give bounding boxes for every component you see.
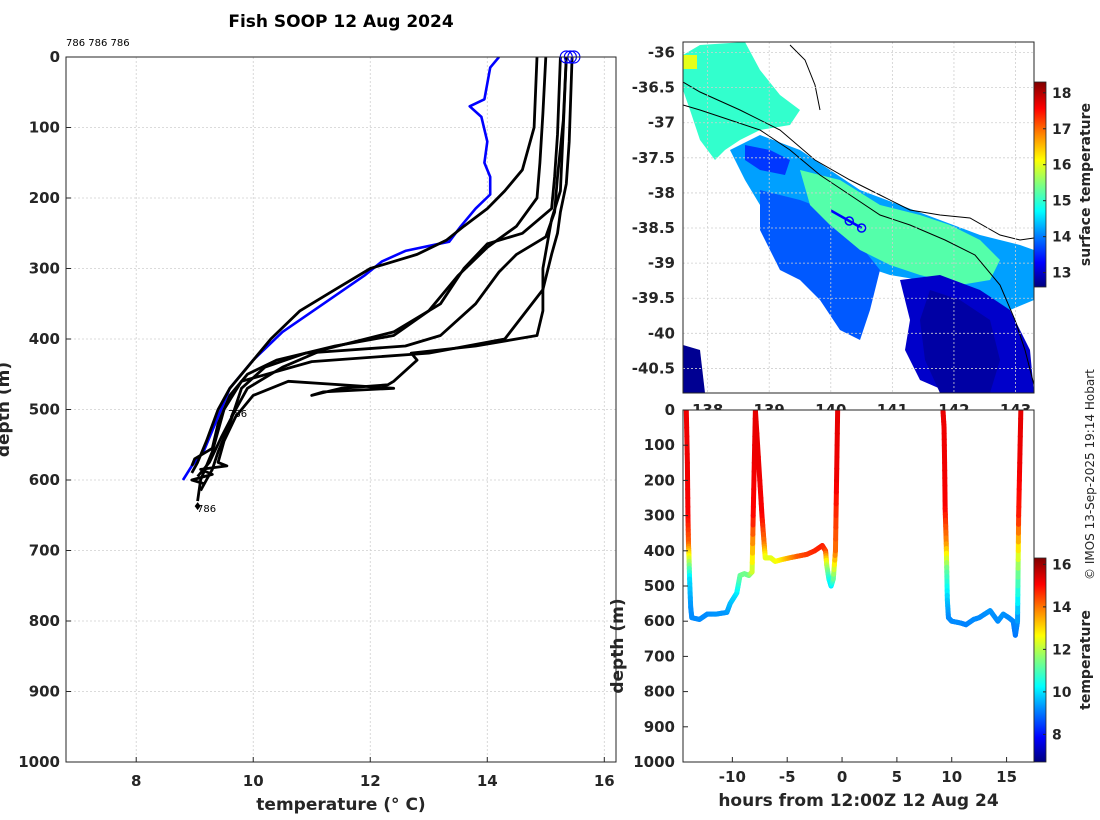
figure-title: Fish SOOP 12 Aug 2024	[228, 12, 454, 32]
profile-y-tick-label: 300	[29, 260, 60, 278]
profile-y-tick-label: 900	[29, 683, 60, 701]
section-colorbar-tick-label: 14	[1052, 600, 1072, 616]
section-y-tick-label: 600	[644, 612, 675, 630]
map-colorbar-tick-label: 18	[1052, 86, 1071, 102]
sst-region-blue	[745, 145, 790, 175]
profile-y-tick-label: 0	[50, 48, 60, 66]
profile-y-tick-label: 700	[29, 542, 60, 560]
section-x-tick-label: 10	[941, 768, 962, 786]
section-x-tick-label: 5	[892, 768, 902, 786]
map-coastline	[683, 104, 1034, 386]
section-colorbar-tick-label: 16	[1052, 557, 1071, 573]
map-track-end-marker	[856, 223, 867, 233]
section-y-tick-label: 300	[644, 507, 675, 525]
profile-x-label: temperature (° C)	[256, 795, 425, 815]
sst-region-yellow	[683, 55, 697, 69]
profile-y-tick-label: 400	[29, 330, 60, 348]
sst-region-corner	[683, 345, 705, 393]
profile-annotation: 786 786 786	[66, 38, 130, 49]
map-y-tick-label: -36	[648, 44, 675, 62]
profile-y-tick-label: 100	[29, 119, 60, 137]
profile-line	[181, 57, 501, 481]
sst-region-cold	[920, 290, 1000, 393]
map-y-tick-label: -38	[648, 184, 675, 202]
profile-plot-area	[66, 57, 616, 762]
map-y-tick-label: -39.5	[632, 289, 675, 307]
section-y-tick-label: 500	[644, 577, 675, 595]
map-sst-field	[683, 42, 1034, 393]
map-track-marker	[844, 216, 855, 226]
profile-line	[190, 57, 539, 474]
profile-x-tick-label: 8	[131, 772, 141, 790]
map-colorbar-label: surface temperature	[1078, 103, 1094, 266]
section-colorbar-label: temperature	[1078, 610, 1094, 710]
section-y-tick-label: 200	[644, 471, 675, 489]
map-coastline-north	[789, 44, 821, 111]
section-traces	[683, 410, 1024, 638]
map-y-tick-label: -40.5	[632, 359, 675, 377]
sst-region-north	[683, 42, 800, 160]
profile-x-tick-label: 10	[243, 772, 264, 790]
profile-series-group	[181, 57, 574, 502]
sst-region-warm	[800, 170, 1000, 285]
profile-bottom-marker	[194, 502, 201, 511]
section-y-tick-label: 800	[644, 683, 675, 701]
profile-frame	[65, 56, 617, 763]
map-y-tick-label: -36.5	[632, 79, 675, 97]
profile-y-tick-label: 1000	[18, 753, 60, 771]
section-colorbar-tick-label: 12	[1052, 642, 1071, 658]
map-colorbar-tick-label: 15	[1052, 194, 1071, 210]
section-panel: -10 -5 0 5 10 15 0 100 200 300 400 500 600 700 800 900 1…	[608, 401, 1094, 811]
section-y-tick-label: 0	[665, 401, 675, 419]
profile-y-tick-label: 600	[29, 471, 60, 489]
profile-line	[190, 57, 548, 467]
profile-x-tick-label: 12	[360, 772, 381, 790]
profile-y-tick-label: 500	[29, 401, 60, 419]
map-y-tick-label: -38.5	[632, 219, 675, 237]
map-colorbar-tick-label: 16	[1052, 158, 1071, 174]
section-colorbar-tick-label: 8	[1052, 727, 1062, 743]
map-y-tick-label: -39	[648, 254, 675, 272]
map-isobath	[683, 81, 1034, 241]
section-x-tick-label: 0	[837, 768, 847, 786]
map-colorbar	[1033, 81, 1047, 288]
map-y-tick-label: -37	[648, 114, 675, 132]
map-colorbar-tick-label: 14	[1052, 230, 1072, 246]
section-x-label: hours from 12:00Z 12 Aug 24	[718, 791, 999, 811]
credit-text: © IMOS 13-Sep-2025 19:14 Hobart	[1083, 369, 1097, 580]
section-colorbar	[1033, 557, 1047, 763]
section-colorbar-tick-label: 10	[1052, 685, 1072, 701]
section-plot-area	[683, 410, 1034, 762]
profile-x-tick-label: 16	[594, 772, 615, 790]
sst-region-eddy	[760, 190, 880, 340]
profile-annotation: 786	[228, 409, 247, 420]
section-x-tick-label: 15	[996, 768, 1017, 786]
profile-annotation: 786	[197, 504, 216, 515]
section-y-tick-label: 400	[644, 542, 675, 560]
map-colorbar-tick-label: 13	[1052, 266, 1071, 282]
section-y-tick-label: 700	[644, 647, 675, 665]
map-colorbar-tick-label: 17	[1052, 122, 1071, 138]
map-y-tick-label: -40	[648, 324, 675, 342]
profile-y-tick-label: 800	[29, 612, 60, 630]
profile-x-tick-label: 14	[477, 772, 498, 790]
map-panel: -36 -36.5 -37 -37.5 -38 -38.5 -39 -39.5 -40 -40.5…	[632, 41, 1094, 419]
profile-y-tick-label: 200	[29, 189, 60, 207]
section-y-tick-label: 900	[644, 718, 675, 736]
profile-line	[190, 57, 568, 485]
section-y-tick-label: 1000	[633, 753, 675, 771]
profile-y-label: depth (m)	[0, 362, 14, 457]
map-y-tick-label: -37.5	[632, 149, 675, 167]
profile-panel: 8 10 12 14 16 0 100 200 300 400 500 600 700 800 900 100…	[0, 38, 617, 815]
section-x-tick-label: -10	[719, 768, 746, 786]
section-y-label: depth (m)	[608, 598, 628, 693]
section-y-tick-label: 100	[644, 436, 675, 454]
section-x-tick-label: -5	[779, 768, 796, 786]
